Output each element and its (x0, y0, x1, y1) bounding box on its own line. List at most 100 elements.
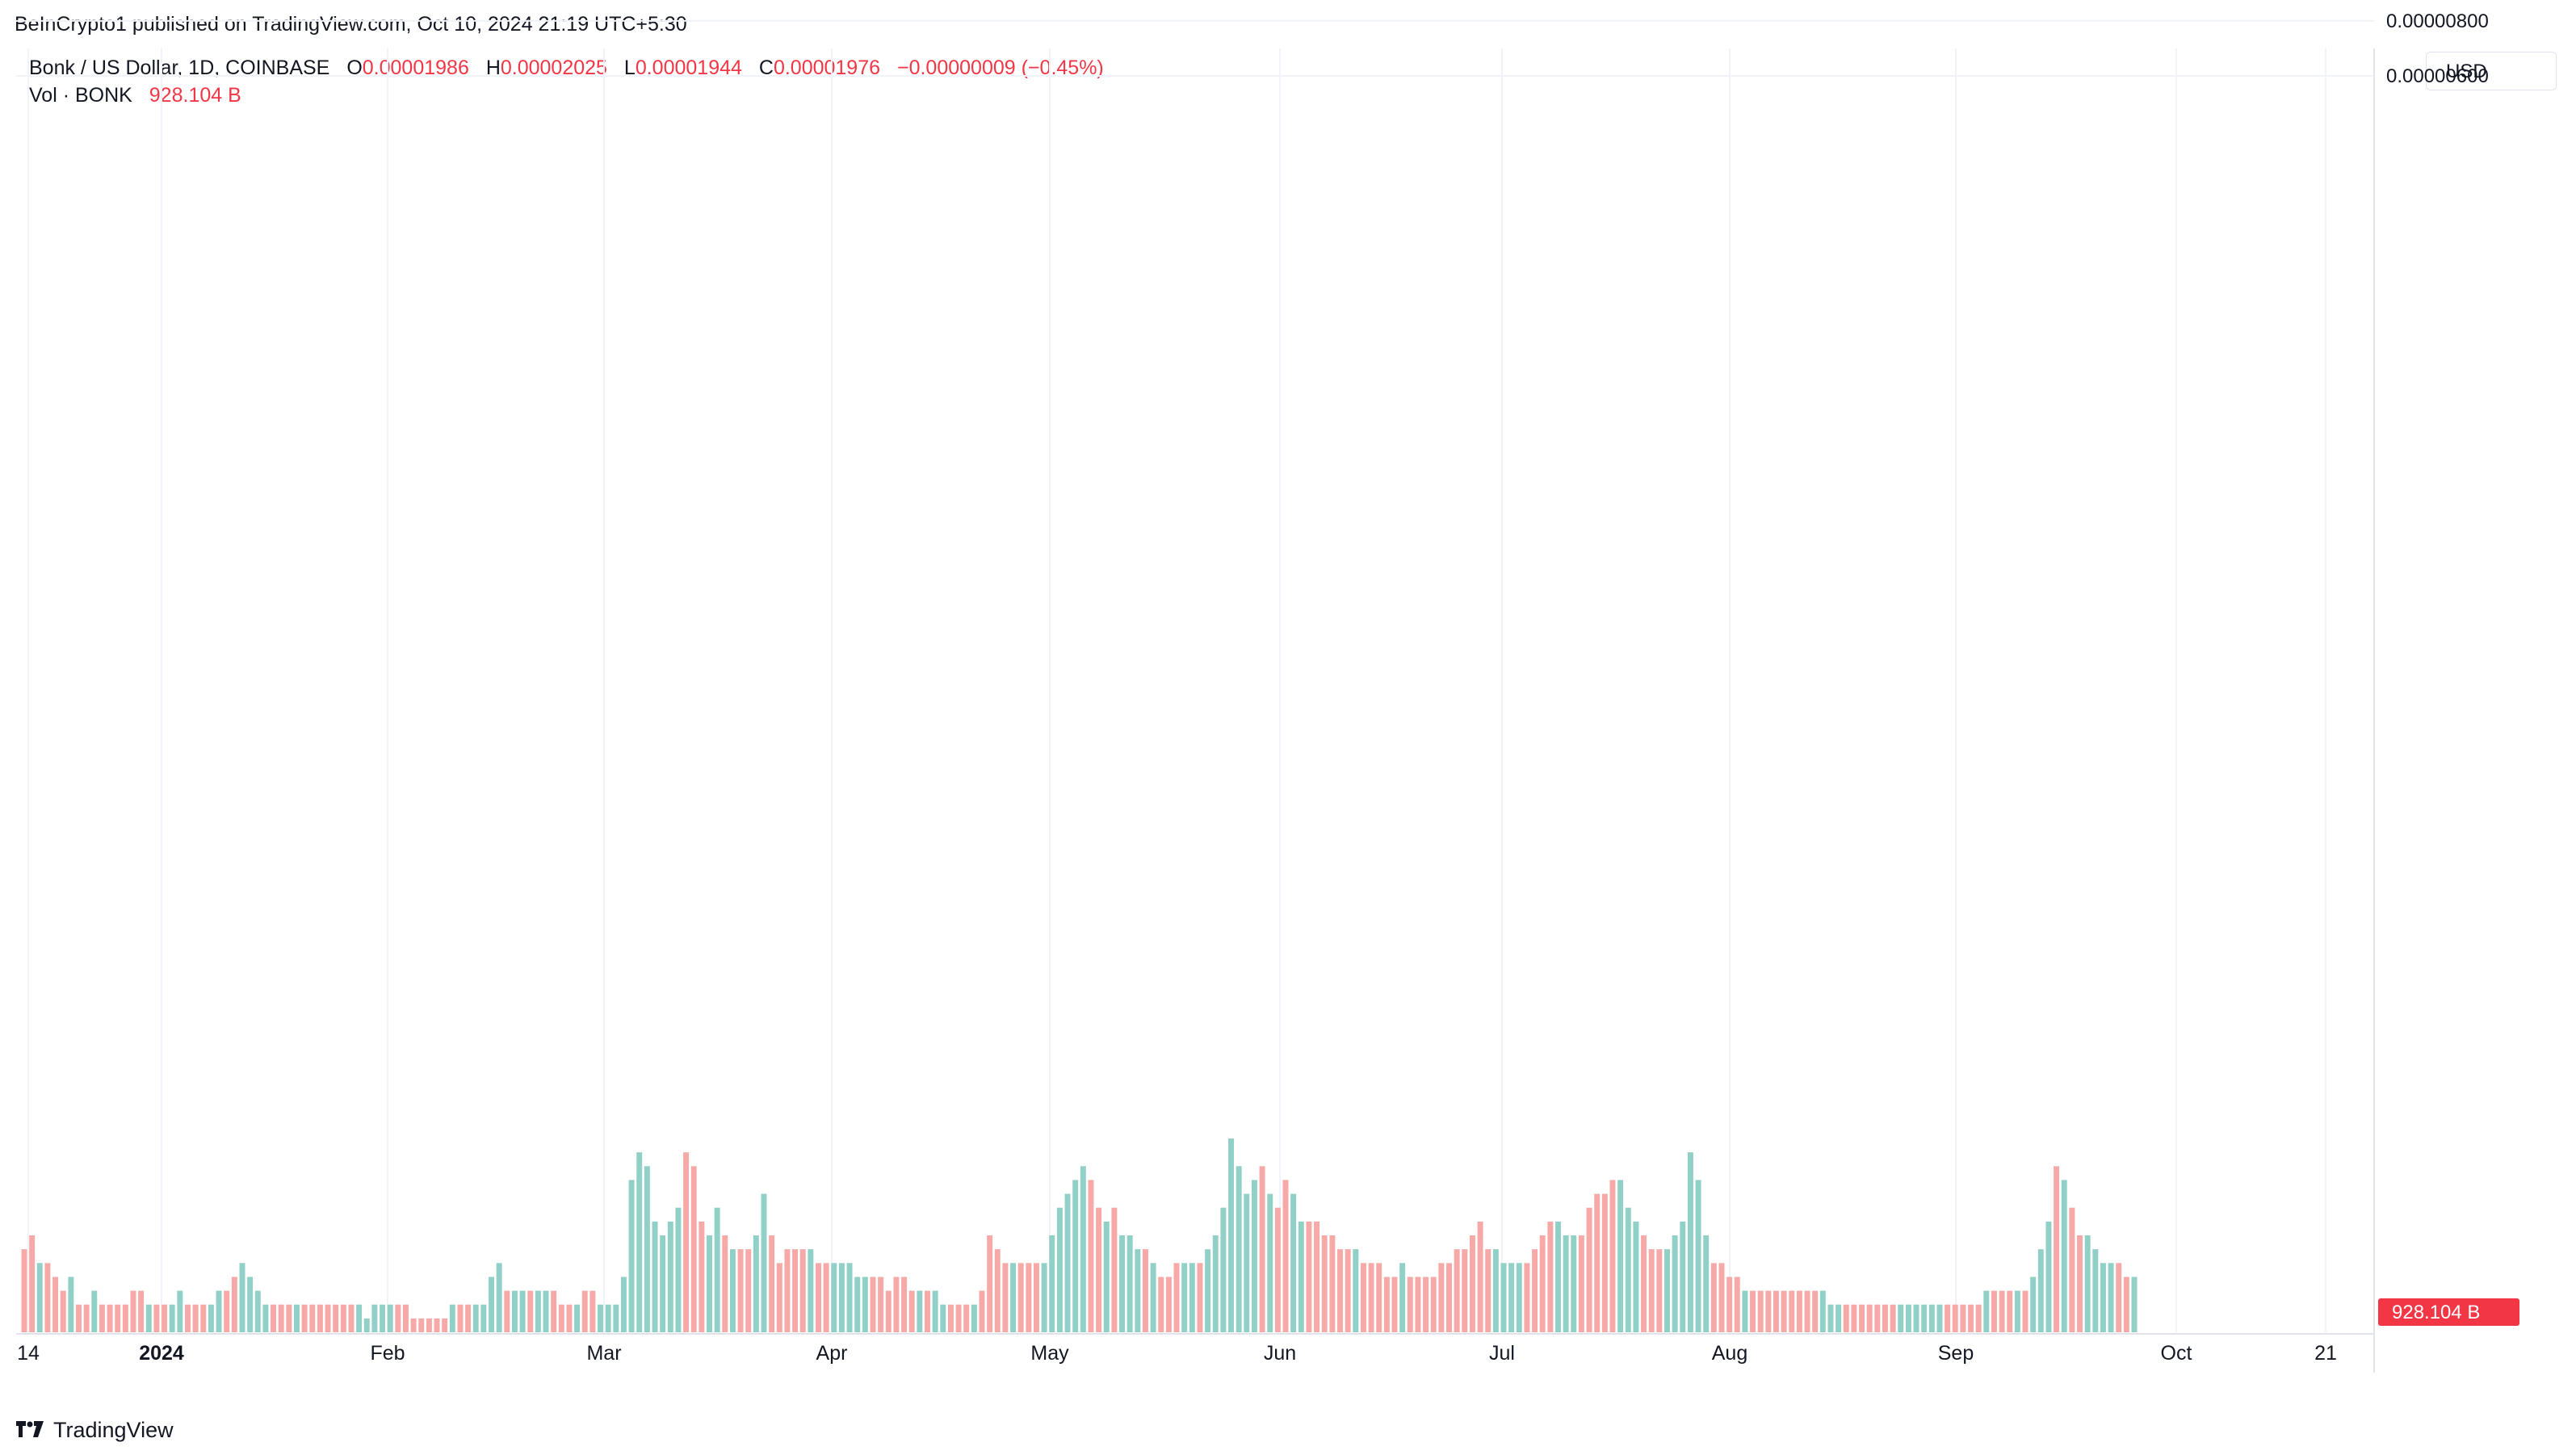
volume-bar (1633, 1221, 1639, 1332)
volume-bar (1952, 1304, 1958, 1332)
volume-bar (737, 1249, 744, 1332)
volume-bar (1236, 1166, 1242, 1332)
volume-bar (1135, 1249, 1141, 1332)
volume-bar (878, 1277, 884, 1332)
x-tick-label: Apr (816, 1342, 848, 1365)
volume-bar (535, 1290, 541, 1332)
volume-bar (1430, 1277, 1437, 1332)
volume-bar (1353, 1249, 1359, 1332)
volume-bar (2108, 1263, 2114, 1332)
volume-bar (356, 1304, 363, 1332)
volume-bar (1142, 1249, 1148, 1332)
volume-bar (1259, 1166, 1265, 1332)
high-label: H (485, 57, 501, 79)
volume-bar (1734, 1277, 1740, 1332)
volume-bar (2077, 1235, 2083, 1332)
volume-bar (1415, 1277, 1421, 1332)
volume-bar (1804, 1290, 1810, 1332)
volume-bar (169, 1304, 175, 1332)
volume-value: 928.104 B (149, 84, 241, 107)
volume-bar (224, 1290, 230, 1332)
volume-bar (1251, 1180, 1257, 1332)
price-tags: 0.000032450.000028600.000023950.00001711… (2378, 1298, 2519, 1326)
volume-bar (925, 1290, 930, 1332)
volume-bar (1158, 1277, 1164, 1332)
volume-bar (1890, 1304, 1896, 1332)
volume-bar (628, 1180, 635, 1332)
volume-bar (901, 1277, 908, 1332)
volume-tag: 928.104 B (2392, 1302, 2480, 1323)
volume-bar (683, 1152, 690, 1332)
volume-bar (2007, 1290, 2013, 1332)
volume-bar (1578, 1235, 1584, 1332)
volume-bar (333, 1304, 339, 1332)
volume-bar (107, 1304, 113, 1332)
volume-bar (1096, 1207, 1102, 1332)
volume-bar (511, 1290, 518, 1332)
volume-bar (908, 1290, 915, 1332)
volume-bar (1656, 1249, 1663, 1332)
volume-legend[interactable]: Vol · BONK 928.104 B (29, 84, 241, 107)
volume-bar (1859, 1304, 1865, 1332)
open-label: O (346, 57, 363, 79)
volume-bar (1710, 1263, 1717, 1332)
volume-bar (1290, 1193, 1297, 1332)
volume-label[interactable]: Vol · BONK (29, 84, 132, 107)
volume-bar (527, 1290, 534, 1332)
volume-bar (1010, 1263, 1017, 1332)
volume-bar (115, 1304, 121, 1332)
volume-bar (1975, 1304, 1982, 1332)
volume-bar (1391, 1277, 1398, 1332)
volume-bar (1492, 1249, 1499, 1332)
volume-bar (581, 1290, 588, 1332)
grid-lines (16, 19, 2374, 1332)
volume-bar (449, 1304, 455, 1332)
volume-bar (1532, 1249, 1538, 1332)
volume-bar (714, 1207, 720, 1332)
volume-bar (480, 1304, 487, 1332)
volume-bar (1601, 1193, 1608, 1332)
volume-bar (1345, 1249, 1351, 1332)
x-tick-label: 21 (2314, 1342, 2337, 1365)
volume-bar (36, 1263, 43, 1332)
volume-bar (2131, 1277, 2138, 1332)
volume-bar (60, 1290, 66, 1332)
volume-bar (457, 1304, 464, 1332)
y-tick-label: 0.00000600 (2386, 65, 2489, 87)
volume-tag-bg (2378, 1298, 2519, 1326)
volume-bar (784, 1249, 791, 1332)
volume-bar (130, 1290, 136, 1332)
volume-bar (566, 1304, 573, 1332)
volume-bar (893, 1277, 900, 1332)
volume-bar (1298, 1221, 1304, 1332)
volume-bar (769, 1235, 775, 1332)
volume-bar (504, 1290, 510, 1332)
volume-bar (1781, 1290, 1787, 1332)
volume-bar (1742, 1290, 1748, 1332)
volume-bar (1625, 1207, 1631, 1332)
volume-bar (247, 1277, 254, 1332)
volume-bar (1547, 1221, 1554, 1332)
volume-bar (340, 1304, 346, 1332)
volume-bar (1586, 1207, 1592, 1332)
volume-bar (185, 1304, 191, 1332)
tradingview-brand: TradingView (53, 1418, 174, 1442)
volume-bar (761, 1193, 767, 1332)
volume-bar (1017, 1263, 1024, 1332)
volume-bar (1921, 1304, 1928, 1332)
volume-bar (1750, 1290, 1756, 1332)
volume-bar (177, 1290, 183, 1332)
volume-bar (1836, 1304, 1842, 1332)
volume-bar (1477, 1221, 1483, 1332)
volume-bar (846, 1263, 853, 1332)
volume-bar (76, 1304, 82, 1332)
volume-bar (1282, 1180, 1289, 1332)
volume-bar (2092, 1249, 2099, 1332)
volume-bar (1687, 1152, 1693, 1332)
volume-bar (363, 1318, 370, 1332)
volume-bar (271, 1304, 277, 1332)
volume-bar (1205, 1249, 1211, 1332)
volume-bar (1197, 1263, 1203, 1332)
currency-button[interactable]: USD (2426, 52, 2557, 90)
